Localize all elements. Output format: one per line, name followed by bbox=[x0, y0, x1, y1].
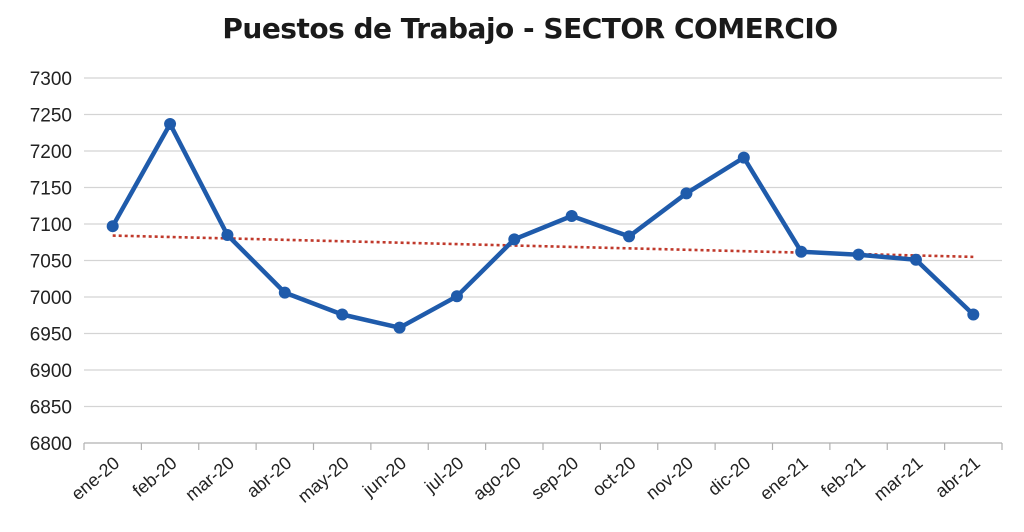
y-tick-label: 6950 bbox=[30, 325, 72, 346]
x-tick-label: ago-20 bbox=[469, 453, 525, 504]
y-tick-label: 7100 bbox=[30, 215, 72, 236]
data-point bbox=[680, 187, 693, 200]
x-tick-label: ene-20 bbox=[67, 453, 123, 504]
y-tick-label: 7200 bbox=[30, 142, 72, 163]
x-tick-label: ene-21 bbox=[756, 453, 812, 504]
x-tick-label: mar-21 bbox=[870, 453, 927, 505]
series-line bbox=[110, 121, 975, 330]
y-tick-label: 7150 bbox=[30, 179, 72, 200]
chart-title: Puestos de Trabajo - SECTOR COMERCIO bbox=[222, 12, 838, 45]
data-point bbox=[393, 321, 406, 334]
data-point bbox=[106, 220, 119, 233]
y-tick-label: 6850 bbox=[30, 398, 72, 419]
x-tick-label: sep-20 bbox=[527, 453, 582, 504]
x-tick-label: feb-20 bbox=[129, 453, 181, 501]
data-point bbox=[164, 117, 177, 130]
data-point bbox=[450, 290, 463, 303]
x-tick-label: abr-21 bbox=[931, 453, 984, 502]
y-tick-label: 6900 bbox=[30, 361, 72, 382]
y-tick-label: 7250 bbox=[30, 106, 72, 127]
data-point bbox=[278, 286, 291, 299]
data-point bbox=[967, 308, 980, 321]
x-tick-label: feb-21 bbox=[817, 453, 869, 501]
x-tick-label: nov-20 bbox=[642, 453, 697, 504]
y-tick-label: 7000 bbox=[30, 288, 72, 309]
data-point bbox=[909, 253, 922, 266]
y-tick-label: 6800 bbox=[30, 434, 72, 455]
data-point bbox=[737, 151, 750, 164]
data-point bbox=[336, 308, 349, 321]
y-tick-label: 7050 bbox=[30, 252, 72, 273]
x-tick-label: oct-20 bbox=[588, 453, 639, 500]
x-tick-label: dic-20 bbox=[704, 453, 754, 500]
x-tick-label: jul-20 bbox=[420, 453, 467, 497]
data-point bbox=[565, 209, 578, 222]
x-tick-label: may-20 bbox=[294, 453, 353, 507]
x-tick-label: abr-20 bbox=[243, 453, 296, 502]
data-point bbox=[623, 230, 636, 243]
y-tick-label: 7300 bbox=[30, 69, 72, 90]
data-point bbox=[508, 233, 521, 246]
data-point bbox=[852, 248, 865, 261]
x-tick-label: mar-20 bbox=[181, 453, 238, 505]
data-point bbox=[795, 245, 808, 258]
x-tick-label: jun-20 bbox=[358, 453, 410, 501]
data-point bbox=[221, 228, 234, 241]
